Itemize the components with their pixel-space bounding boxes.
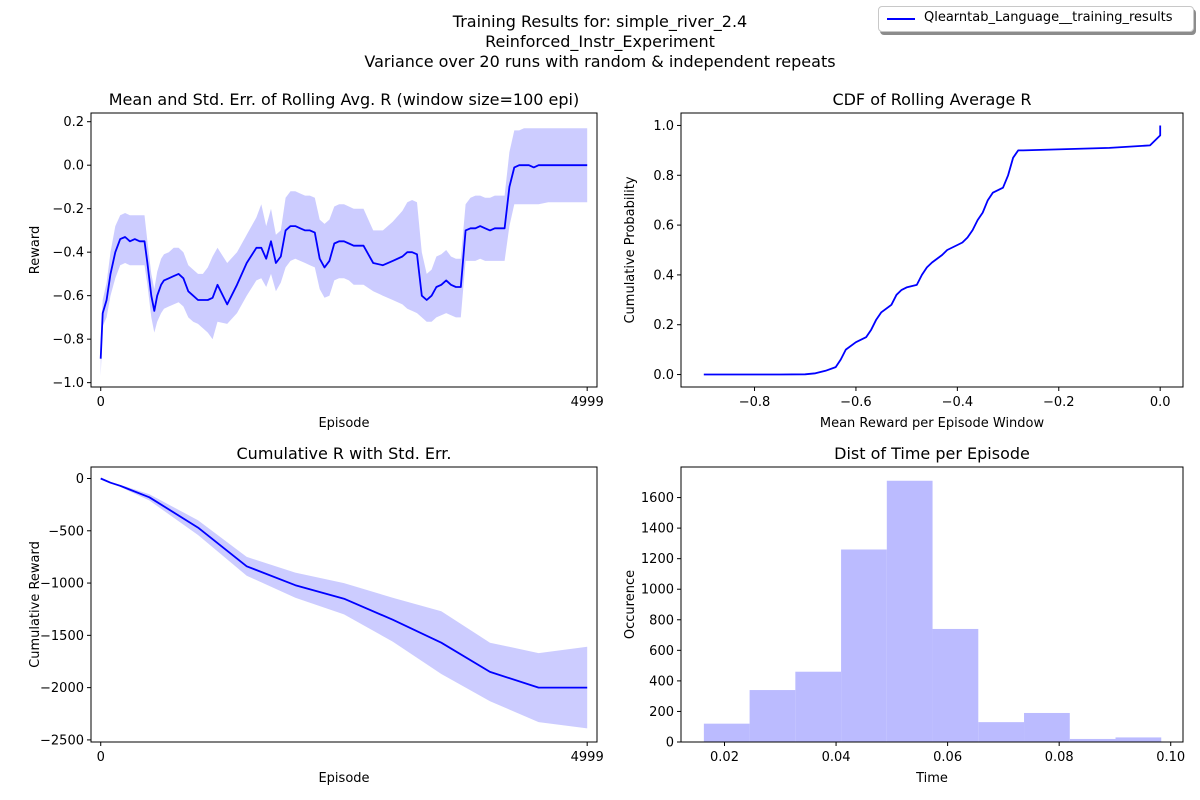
panel-4-histogram-bar [841, 549, 887, 742]
legend-line-swatch [887, 18, 915, 20]
panel-4-y-tick-label: 800 [649, 613, 674, 628]
panel-2-y-tick-label: 0.4 [653, 268, 674, 283]
panel-4-title: Dist of Time per Episode [834, 444, 1030, 463]
panel-2-x-tick-label: −0.2 [1043, 395, 1075, 410]
panel-3-title: Cumulative R with Std. Err. [237, 444, 452, 463]
panel-4-y-tick-label: 1400 [641, 522, 674, 537]
panel-1-y-tick-label: 0.2 [63, 115, 84, 130]
panel-2-y-tick-label: 0.0 [653, 368, 674, 383]
panel-3-y-tick-label: −500 [48, 524, 84, 539]
panel-2-x-tick-label: −0.8 [739, 395, 771, 410]
panel-3-axes-frame [90, 466, 598, 743]
legend: Qlearntab_Language__training_results [878, 6, 1194, 32]
panel-4-x-tick-label: 0.10 [1156, 750, 1185, 765]
panel-3-y-tick-label: −2000 [40, 681, 84, 696]
panel-3-y-axis-label: Cumulative Reward [28, 541, 43, 668]
panel-4-y-tick-label: 200 [649, 705, 674, 720]
panel-2-x-tick-label: 0.0 [1150, 395, 1171, 410]
panel-4-histogram-bar [1115, 737, 1162, 742]
panel-4-y-tick-label: 1000 [641, 583, 674, 598]
panel-1-title: Mean and Std. Err. of Rolling Avg. R (wi… [109, 90, 580, 109]
panel-4-histogram-bar [886, 480, 933, 742]
panel-1-x-axis-label: Episode [318, 416, 369, 431]
panel-4-y-tick-label: 400 [649, 674, 674, 689]
panel-4-histogram-bar [978, 722, 1025, 742]
panel-4-histogram-bar [1024, 712, 1070, 742]
figure-title-line-3: Variance over 20 runs with random & inde… [364, 52, 836, 71]
panel-1-axes-frame [90, 112, 598, 388]
panel-4-y-axis-label: Occurence [623, 570, 638, 639]
panel-2-title: CDF of Rolling Average R [832, 90, 1031, 109]
panel-3-series-line [100, 477, 588, 689]
panel-2-x-tick-label: −0.4 [942, 395, 974, 410]
panel-4-x-tick-label: 0.04 [822, 750, 851, 765]
panel-4-histogram-bar [1069, 738, 1116, 742]
panel-1-std-err-band [100, 128, 588, 377]
panel-1-y-tick-label: −1.0 [52, 376, 84, 391]
panel-3-std-err-band [100, 478, 588, 729]
panel-4-x-tick-label: 0.06 [933, 750, 962, 765]
panel-1-y-tick-label: −0.4 [52, 246, 84, 261]
legend-label: Qlearntab_Language__training_results [924, 10, 1173, 25]
figure-title-line-1: Training Results for: simple_river_2.4 [452, 12, 748, 31]
panel-4-y-tick-label: 1600 [641, 491, 674, 506]
panel-1-y-tick-label: −0.2 [52, 202, 84, 217]
panel-1-x-tick-label: 0 [97, 395, 105, 410]
panel-2-y-tick-label: 1.0 [653, 119, 674, 134]
panel-4-histogram-bar [703, 723, 750, 742]
panel-2-x-axis-label: Mean Reward per Episode Window [820, 416, 1045, 431]
panel-2-y-tick-label: 0.8 [653, 169, 674, 184]
panel-4-axes-frame [680, 466, 1184, 743]
panel-4-histogram-bar [749, 690, 796, 742]
figure-title: Training Results for: simple_river_2.4 R… [300, 12, 900, 72]
panel-3-y-tick-label: 0 [76, 472, 84, 487]
panel-1-y-tick-label: −0.6 [52, 289, 84, 304]
panel-2-series-line [703, 125, 1162, 376]
panel-2-y-tick-label: 0.6 [653, 219, 674, 234]
panel-4-histogram-bar [932, 628, 979, 742]
panel-4-x-axis-label: Time [915, 771, 948, 786]
panel-1-y-axis-label: Reward [28, 226, 43, 274]
panel-2-x-tick-label: −0.6 [840, 395, 872, 410]
panel-4-y-tick-label: 600 [649, 644, 674, 659]
panel-4-x-tick-label: 0.08 [1045, 750, 1074, 765]
panel-1-y-tick-label: 0.0 [63, 159, 84, 174]
panel-3-y-tick-label: −1500 [40, 629, 84, 644]
panel-2-axes-frame [680, 112, 1184, 388]
panel-1-y-tick-label: −0.8 [52, 333, 84, 348]
panel-3-x-tick-label: 0 [97, 750, 105, 765]
panel-3-x-tick-label: 4999 [571, 750, 604, 765]
panel-2-y-tick-label: 0.2 [653, 318, 674, 333]
panel-3-y-tick-label: −1000 [40, 577, 84, 592]
panel-1-x-tick-label: 4999 [571, 395, 604, 410]
figure-title-line-2: Reinforced_Instr_Experiment [485, 32, 715, 51]
panel-4-y-tick-label: 1200 [641, 552, 674, 567]
panel-3-y-tick-label: −2500 [40, 733, 84, 748]
panel-4-y-tick-label: 0 [666, 736, 674, 751]
panel-3-x-axis-label: Episode [318, 771, 369, 786]
panel-2-y-axis-label: Cumulative Probability [623, 176, 638, 323]
panel-1-series-line [99, 164, 588, 359]
panel-4-x-tick-label: 0.02 [710, 750, 739, 765]
panel-4-histogram-bar [795, 671, 842, 742]
